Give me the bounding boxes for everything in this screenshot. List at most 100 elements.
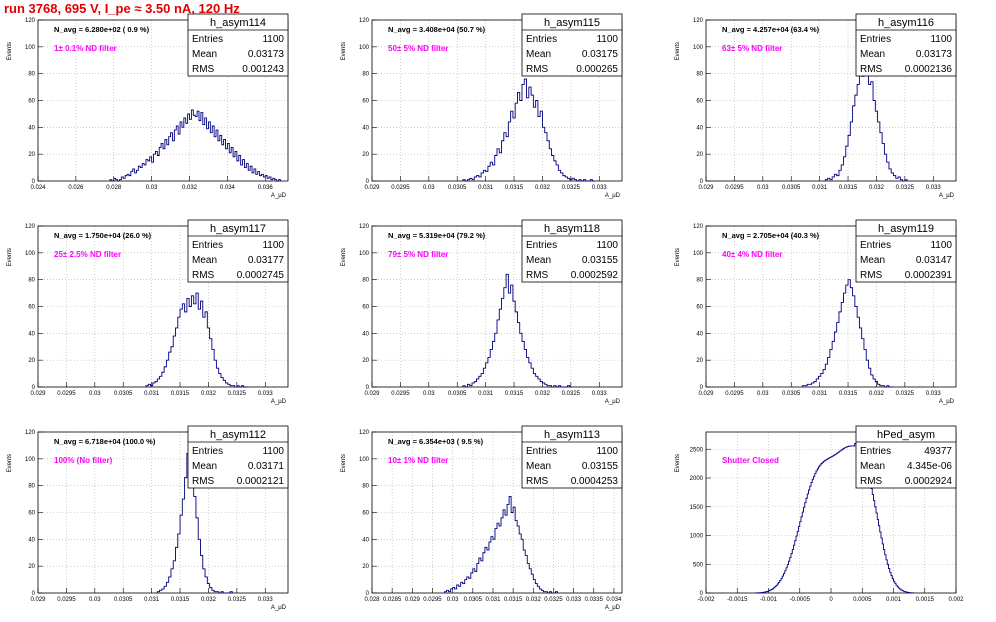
- stat-value: 1100: [262, 446, 284, 457]
- x-tick-label: 0.03: [89, 391, 101, 397]
- x-tick-label: 0.0315: [505, 391, 524, 397]
- x-tick-label: 0.028: [364, 597, 380, 603]
- x-tick-label: 0.031: [485, 597, 501, 603]
- stat-value: 0.0002136: [905, 64, 953, 75]
- y-tick-label: 80: [696, 278, 703, 284]
- stat-value: 1100: [596, 446, 618, 457]
- x-tick-label: 0.029: [364, 391, 380, 397]
- stat-label: Mean: [192, 255, 217, 266]
- y-tick-label: 100: [25, 457, 36, 463]
- x-tick-label: 0.0325: [562, 391, 581, 397]
- filter-label: 10± 1% ND filter: [388, 456, 448, 465]
- filter-label: 1± 0.1% ND filter: [54, 44, 117, 53]
- y-tick-label: 40: [28, 331, 35, 337]
- x-tick-label: 0.034: [220, 185, 236, 191]
- y-tick-label: 1000: [690, 534, 704, 540]
- stat-label: Mean: [526, 49, 551, 60]
- x-tick-label: 0.0295: [423, 597, 442, 603]
- histogram-series: [145, 292, 249, 388]
- navg-label: N_avg = 6.354e+03 ( 9.5 %): [388, 437, 484, 446]
- histogram-series: [444, 495, 558, 594]
- panel-h_asym119: 0.029 0.0295 0.03 0.0305 0.031 0.0315 0.032 0.0…: [675, 219, 957, 405]
- stat-value: 1100: [596, 34, 618, 45]
- x-tick-label: 0.0325: [562, 185, 581, 191]
- x-tick-label: 0.0315: [171, 391, 190, 397]
- x-tick-label: 0.028: [106, 185, 122, 191]
- x-tick-label: 0.032: [526, 597, 542, 603]
- y-tick-label: 100: [25, 45, 36, 51]
- stat-label: Entries: [860, 446, 891, 457]
- stat-value: 1100: [262, 34, 284, 45]
- stat-value: 0.03177: [248, 255, 285, 266]
- y-axis-label: Events: [7, 248, 13, 266]
- x-tick-label: 0.026: [68, 185, 84, 191]
- y-tick-label: 20: [28, 358, 35, 364]
- stat-label: Entries: [192, 240, 223, 251]
- y-tick-label: 80: [28, 72, 35, 78]
- filter-label: Shutter Closed: [722, 456, 779, 465]
- stat-label: RMS: [860, 476, 883, 487]
- filter-label: 79± 5% ND filter: [388, 250, 448, 259]
- y-tick-label: 80: [28, 484, 35, 490]
- stat-label: Mean: [192, 461, 217, 472]
- y-tick-label: 500: [693, 562, 704, 568]
- x-tick-label: 0.0295: [725, 391, 744, 397]
- y-tick-label: 40: [696, 331, 703, 337]
- x-tick-label: 0.032: [182, 185, 198, 191]
- y-tick-label: 80: [696, 72, 703, 78]
- x-tick-label: 0.0295: [391, 185, 410, 191]
- x-tick-label: 0.034: [606, 597, 622, 603]
- y-tick-label: 40: [28, 125, 35, 131]
- x-tick-label: 0.029: [30, 597, 46, 603]
- x-tick-label: 0.0295: [57, 597, 76, 603]
- x-tick-label: 0.029: [30, 391, 46, 397]
- filter-label: 100% (No filter): [54, 456, 113, 465]
- stat-label: RMS: [192, 64, 215, 75]
- x-tick-label: 0.0305: [114, 391, 133, 397]
- x-tick-label: 0.033: [566, 597, 582, 603]
- stats-box: [521, 219, 623, 283]
- stat-label: RMS: [192, 270, 215, 281]
- x-tick-label: 0.036: [258, 185, 274, 191]
- y-tick-label: 80: [362, 278, 369, 284]
- y-tick-label: 120: [25, 18, 36, 24]
- stat-value: 0.03147: [916, 255, 953, 266]
- stat-value: 0.0002391: [905, 270, 953, 281]
- plot-frame: [371, 431, 623, 594]
- x-tick-label: 0.032: [201, 597, 217, 603]
- x-axis-label: A_μD: [939, 399, 955, 405]
- stat-value: 0.03173: [916, 49, 953, 60]
- y-tick-label: 0: [366, 591, 370, 597]
- y-tick-label: 120: [25, 430, 36, 436]
- stat-value: 1100: [930, 34, 952, 45]
- stat-label: Entries: [860, 240, 891, 251]
- panel-h_asym115: 0.029 0.0295 0.03 0.0305 0.031 0.0315 0.032 0.0…: [341, 13, 623, 199]
- plot-frame: [37, 19, 289, 182]
- x-tick-label: 0.0305: [464, 597, 483, 603]
- histogram-series: [462, 273, 572, 388]
- stat-label: RMS: [526, 270, 549, 281]
- y-axis-label: Events: [341, 248, 347, 266]
- y-tick-label: 100: [693, 45, 704, 51]
- x-tick-label: 0.0305: [114, 597, 133, 603]
- navg-label: N_avg = 2.705e+04 (40.3 %): [722, 231, 820, 240]
- x-tick-label: 0.001: [886, 597, 902, 603]
- histogram-name: h_asym112: [210, 429, 266, 441]
- x-tick-label: 0.032: [869, 185, 885, 191]
- navg-label: N_avg = 3.408e+04 (50.7 %): [388, 25, 486, 34]
- x-tick-label: 0.0315: [171, 597, 190, 603]
- y-axis-label: Events: [675, 454, 681, 472]
- histogram-series: [824, 62, 908, 182]
- stat-label: RMS: [860, 270, 883, 281]
- y-axis-label: Events: [7, 42, 13, 60]
- stat-label: Mean: [860, 49, 885, 60]
- panel-h_asym113: 0.028 0.0285 0.029 0.0295 0.03 0.0305 0.031 0.0…: [341, 425, 623, 611]
- x-tick-label: 0.03: [423, 185, 435, 191]
- filter-label: 25± 2.5% ND filter: [54, 250, 121, 259]
- panel-h_asym117: 0.029 0.0295 0.03 0.0305 0.031 0.0315 0.032 0.0…: [7, 219, 289, 405]
- stat-value: 0.0002745: [237, 270, 285, 281]
- y-tick-label: 120: [359, 430, 370, 436]
- run-title: run 3768, 695 V, I_pe ≈ 3.50 nA, 120 Hz: [4, 1, 240, 16]
- stat-value: 1100: [262, 240, 284, 251]
